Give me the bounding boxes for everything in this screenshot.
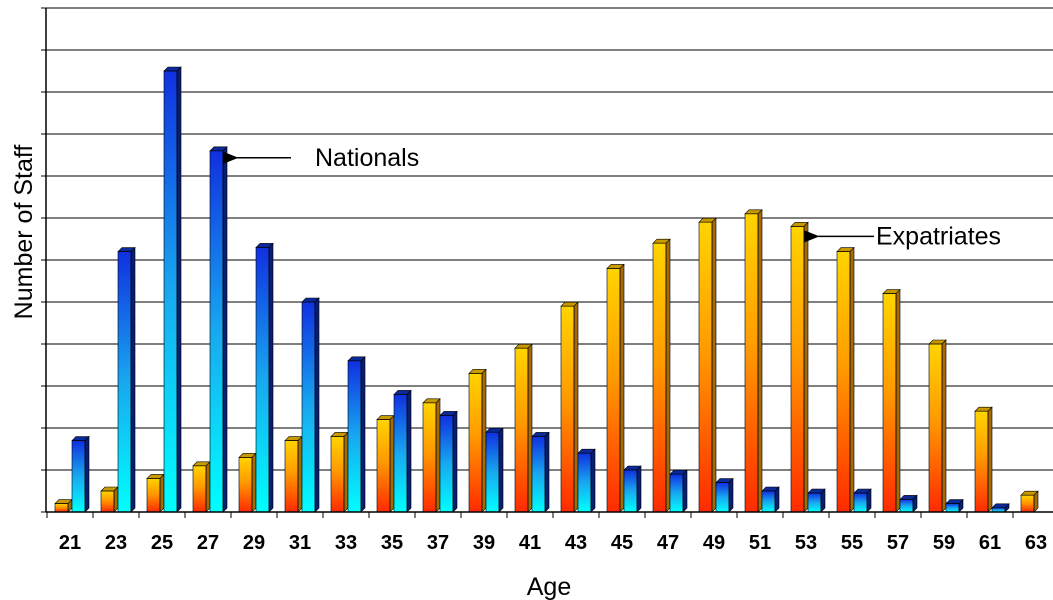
nationals-bar: [485, 427, 504, 513]
x-tick-label: 47: [657, 532, 679, 554]
nationals-bar: [761, 486, 780, 513]
expatriates-bar: [560, 301, 579, 513]
x-tick-label: 29: [243, 532, 265, 554]
y-axis-title: Number of Staff: [10, 145, 38, 320]
expatriates-bar: [1020, 490, 1039, 513]
nationals-bar: [945, 498, 964, 513]
nationals-bar: [577, 448, 596, 513]
expatriates-bar: [928, 339, 947, 513]
x-tick-label: 43: [565, 532, 587, 554]
expatriates-bar: [882, 288, 901, 513]
expatriates-bar: [974, 406, 993, 513]
x-tick-label: 33: [335, 532, 357, 554]
nationals-bar: [301, 297, 320, 513]
nationals-bar: [117, 246, 136, 513]
x-tick-label: 23: [105, 532, 127, 554]
x-tick-label: 63: [1025, 532, 1047, 554]
nationals-bar: [899, 494, 918, 513]
expatriates-bar: [468, 368, 487, 513]
x-tick-labels: 21 23 25 27 29 31 33 35 37 39 41 43 45 47 49 51 53 55 57 59…: [59, 532, 1047, 554]
nationals-bar: [163, 66, 182, 513]
x-tick-label: 61: [979, 532, 1001, 554]
expatriates-bar: [146, 473, 165, 513]
nationals-bar: [715, 477, 734, 513]
x-tick-label: 39: [473, 532, 495, 554]
x-axis-title: Age: [527, 573, 571, 600]
x-tick-label: 27: [197, 532, 219, 554]
x-tick-label: 55: [841, 532, 863, 554]
x-tick-label: 21: [59, 532, 81, 554]
expatriates-bar: [192, 461, 211, 513]
x-tick-label: 49: [703, 532, 725, 554]
x-tick-label: 45: [611, 532, 633, 554]
annotation-label: Nationals: [315, 144, 419, 172]
x-tick-label: 59: [933, 532, 955, 554]
nationals-bar: [71, 435, 90, 513]
x-tick-label: 53: [795, 532, 817, 554]
x-tick-label: 41: [519, 532, 541, 554]
x-tick-label: 57: [887, 532, 909, 554]
annotations: Nationals Expatriates: [223, 144, 1001, 250]
expatriates-bar: [330, 431, 349, 513]
x-tick-label: 35: [381, 532, 403, 554]
expatriates-bar: [836, 246, 855, 513]
nationals-bar: [807, 488, 826, 513]
expatriates-bar: [422, 398, 441, 513]
nationals-bar: [669, 469, 688, 513]
expatriates-bar: [100, 486, 119, 513]
nationals-bar: [347, 356, 366, 513]
expatriates-bar: [790, 221, 809, 513]
nationals-bar: [531, 431, 550, 513]
axes: [41, 7, 1053, 518]
expatriates-bar: [514, 343, 533, 513]
expatriates-bar: [606, 263, 625, 513]
nationals-bar: [209, 146, 228, 513]
nationals-bar: [393, 389, 412, 513]
x-tick-label: 31: [289, 532, 311, 554]
nationals-bar: [623, 465, 642, 513]
x-tick-label: 25: [151, 532, 173, 554]
expatriates-bar: [698, 217, 717, 513]
expatriates-bar: [376, 414, 395, 513]
nationals-bar: [255, 242, 274, 513]
x-tick-label: 51: [749, 532, 771, 554]
bars: [54, 66, 1039, 513]
nationals-bar: [853, 488, 872, 513]
expatriates-bar: [652, 238, 671, 513]
annotation-label: Expatriates: [876, 222, 1001, 250]
expatriates-bar: [284, 435, 303, 513]
x-tick-label: 37: [427, 532, 449, 554]
expatriates-bar: [54, 498, 73, 513]
expatriates-bar: [744, 209, 763, 513]
nationals-bar: [439, 410, 458, 513]
expatriates-bar: [238, 452, 257, 513]
nationals-bar: [991, 503, 1010, 513]
